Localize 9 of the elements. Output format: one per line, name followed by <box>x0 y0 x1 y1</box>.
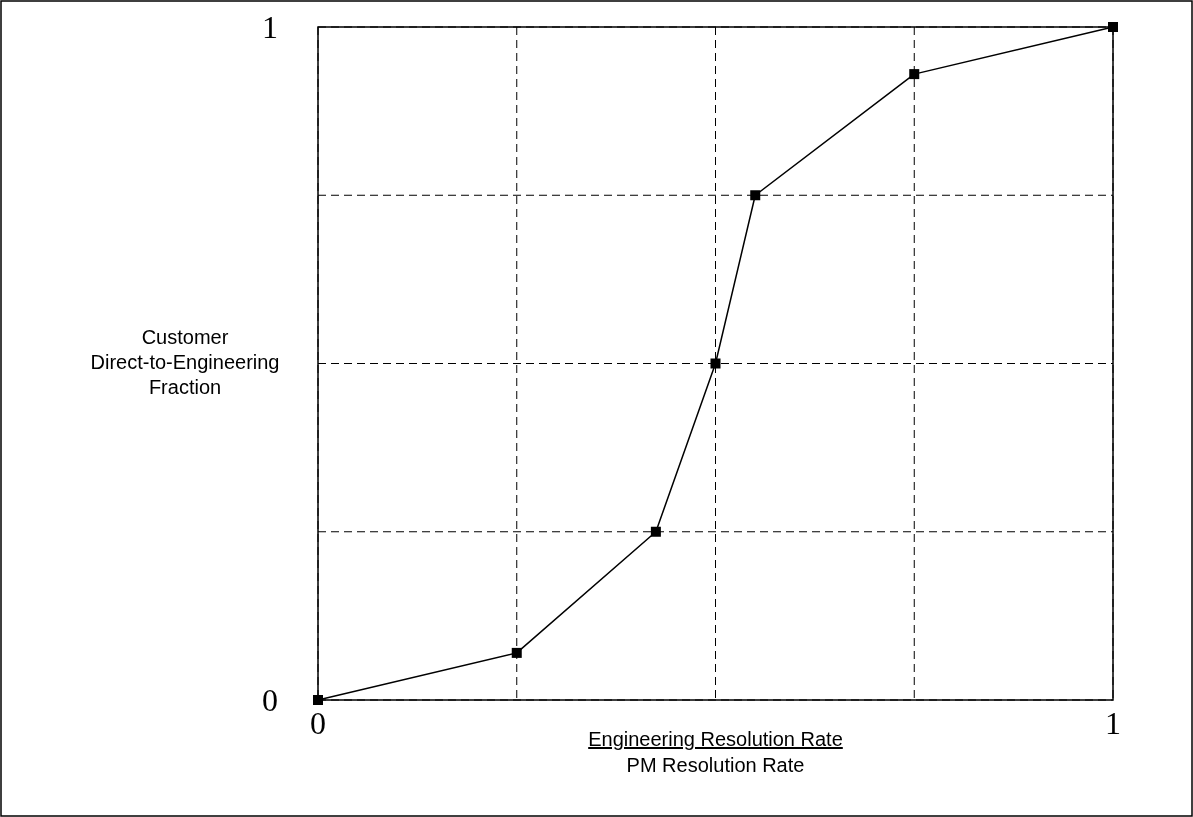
x-axis-title: Engineering Resolution Rate PM Resolution Rate <box>588 728 843 776</box>
point <box>511 647 522 658</box>
point <box>313 695 323 705</box>
point <box>750 190 761 201</box>
y-axis-title: Customer Direct-to-Engineering Fraction <box>90 326 280 398</box>
point <box>1108 22 1118 32</box>
point <box>650 526 661 537</box>
point <box>710 358 721 369</box>
point <box>909 69 920 80</box>
